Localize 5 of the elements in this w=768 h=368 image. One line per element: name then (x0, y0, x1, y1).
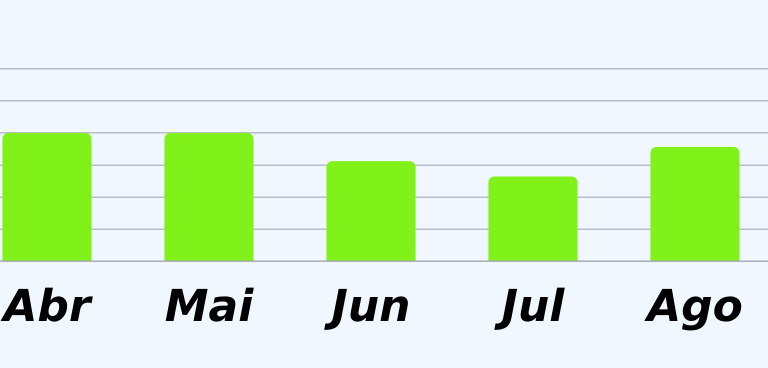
x-tick-label: Jul (494, 281, 566, 332)
x-tick-label: Jun (323, 281, 411, 332)
x-tick-label: Ago (644, 281, 743, 332)
x-tick-label: Abr (0, 281, 93, 332)
x-tick-label: Mai (164, 281, 254, 332)
